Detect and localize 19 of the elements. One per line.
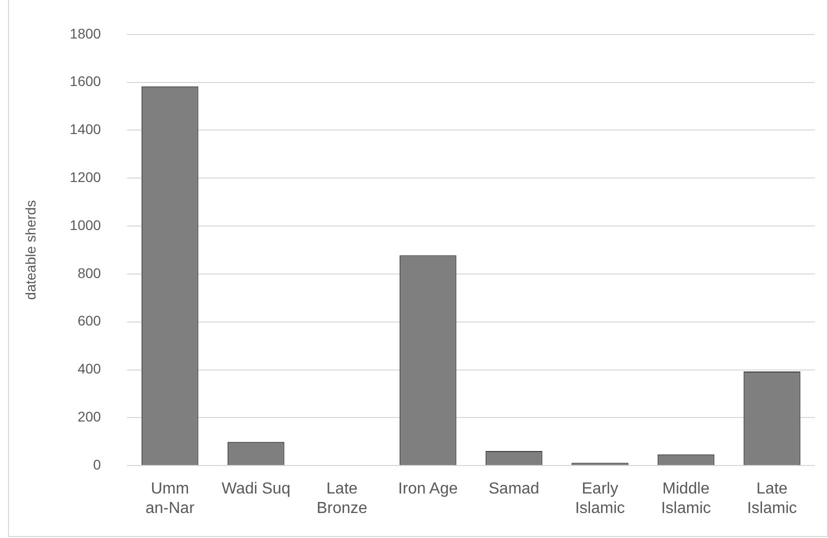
x-tick-label: Late Bronze	[316, 480, 368, 517]
y-tick-label: 1200	[70, 168, 102, 185]
y-tick-label: 800	[78, 264, 102, 281]
x-tick-label: Umm an-Nar	[145, 480, 196, 517]
y-tick-label: 1000	[70, 216, 102, 233]
y-tick-label: 1800	[70, 25, 102, 42]
y-tick-label: 1600	[70, 73, 102, 90]
x-tick-label: Samad	[488, 480, 540, 498]
x-tick-label: Middle Islamic	[661, 480, 711, 517]
y-tick-label: 200	[78, 408, 102, 425]
x-tick-label: Iron Age	[398, 480, 458, 498]
x-tick-label: Early Islamic	[575, 480, 625, 517]
x-tick-label: Late Islamic	[747, 480, 797, 517]
x-tick-label: Wadi Suq	[222, 480, 290, 498]
y-tick-label: 1400	[70, 121, 102, 138]
y-axis-title: dateable sherds	[22, 200, 38, 300]
y-tick-label: 0	[93, 456, 102, 472]
y-tick-label: 600	[78, 312, 102, 329]
y-tick-label: 400	[78, 360, 102, 377]
